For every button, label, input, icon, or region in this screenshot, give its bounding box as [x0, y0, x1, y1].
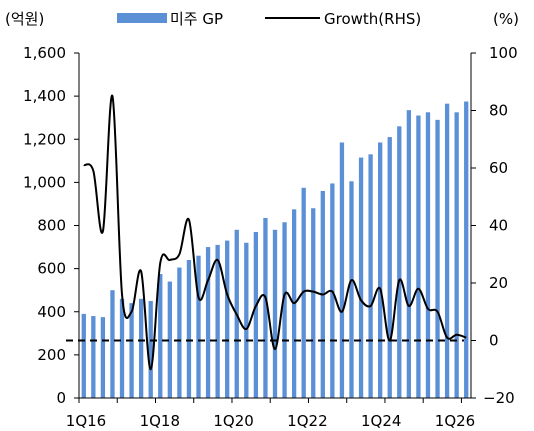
left-axis-tick-label: 200: [37, 346, 66, 364]
x-axis-tick-label: 1Q24: [361, 412, 401, 430]
right-axis-tick-label: 100: [489, 44, 518, 62]
right-axis-tick-label: 20: [489, 274, 508, 292]
left-axis-tick-label: 1,000: [23, 173, 66, 191]
bar: [406, 110, 411, 398]
x-axis-tick-label: 1Q20: [213, 412, 253, 430]
bar: [454, 112, 459, 399]
left-axis-tick-label: 400: [37, 303, 66, 321]
line-series: [83, 95, 467, 371]
left-axis-tick-label: 1,400: [23, 87, 66, 105]
bar: [464, 101, 469, 399]
bar: [282, 222, 287, 398]
bar: [358, 157, 364, 398]
bar: [225, 240, 230, 398]
bar: [100, 317, 106, 398]
bar: [81, 313, 86, 398]
bar: [416, 115, 421, 398]
right-axis-unit: (%): [493, 10, 519, 28]
bar: [397, 126, 402, 398]
bar: [129, 303, 134, 399]
left-axis-unit: (억원): [5, 10, 44, 28]
bar: [339, 142, 345, 398]
bar: [378, 142, 383, 398]
bar: [444, 103, 450, 399]
right-axis-tick-label: 0: [489, 332, 499, 350]
right-axis-tick-label: 60: [489, 159, 508, 177]
x-axis-tick-label: 1Q16: [66, 412, 106, 430]
x-axis-tick-label: 1Q18: [140, 412, 180, 430]
bar-series: [81, 101, 469, 399]
bar: [139, 298, 144, 398]
bar: [186, 260, 192, 398]
bar: [253, 231, 259, 398]
bar: [349, 181, 354, 398]
growth-line: [83, 95, 467, 371]
legend-bar-label: 미주 GP: [170, 10, 223, 28]
legend-line-label: Growth(RHS): [324, 10, 421, 28]
bar: [272, 229, 278, 398]
bar: [158, 274, 163, 398]
left-axis-tick-label: 0: [56, 389, 66, 407]
legend-bar-swatch: [117, 13, 167, 23]
bar: [425, 112, 431, 399]
bar: [91, 316, 96, 398]
left-axis-tick-label: 1,200: [23, 130, 66, 148]
legend: 미주 GP Growth(RHS): [117, 10, 421, 28]
right-axis-tick-label: 40: [489, 217, 508, 235]
bar: [387, 137, 392, 398]
bar: [368, 154, 373, 398]
right-axis-tick-label: 80: [489, 102, 508, 120]
bar: [196, 255, 201, 398]
bar: [110, 290, 115, 398]
bar: [177, 267, 182, 398]
bar: [435, 119, 440, 398]
bar: [311, 208, 316, 398]
bar: [263, 217, 268, 398]
bar: [119, 298, 125, 398]
bar: [167, 281, 172, 398]
x-axis-tick-label: 1Q22: [287, 412, 327, 430]
bar: [148, 300, 153, 398]
left-axis-tick-label: 600: [37, 260, 66, 278]
left-axis-tick-label: 1,600: [23, 44, 66, 62]
bar: [205, 247, 211, 398]
right-axis-tick-label: −20: [483, 389, 515, 407]
bar: [244, 242, 249, 398]
left-axis-tick-label: 800: [37, 217, 66, 235]
x-axis-tick-label: 1Q26: [435, 412, 475, 430]
bar: [215, 244, 220, 398]
